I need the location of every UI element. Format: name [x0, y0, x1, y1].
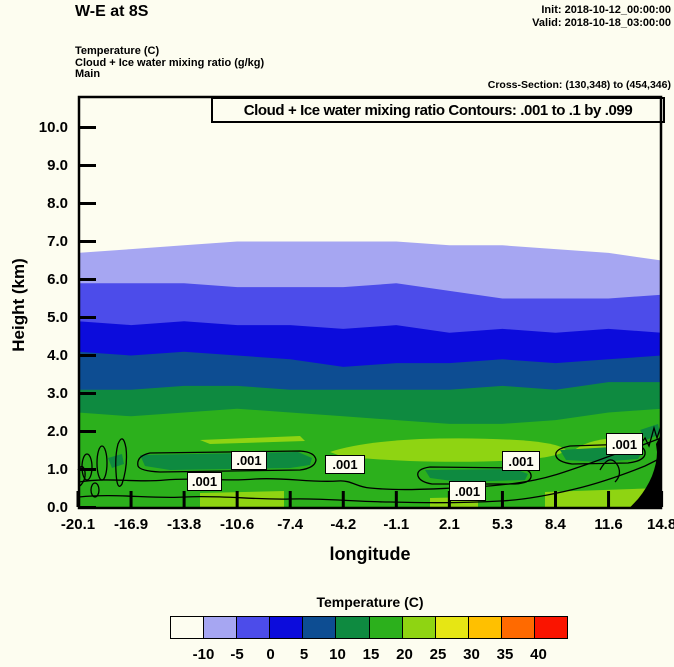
colorbar-tick-label: -5: [230, 646, 244, 663]
colorbar-tick-label: 10: [329, 646, 346, 663]
y-axis-title: Height (km): [9, 258, 28, 352]
cloud-contour-loop: [96, 445, 108, 481]
x-tick-label: -13.8: [166, 516, 202, 533]
x-tick-label: -10.6: [220, 516, 255, 533]
cool-patch: [425, 469, 528, 482]
page-title: W-E at 8S: [75, 3, 149, 20]
cool-patch: [140, 452, 312, 470]
colorbar-tick-label: 40: [530, 646, 547, 663]
cloud-contour-value-label: .001: [187, 472, 222, 491]
y-tick-label: 6.0: [47, 270, 68, 288]
colorbar-cell: [468, 617, 502, 638]
x-tick-label: -16.9: [113, 516, 149, 533]
colorbar-tick-label: 0: [266, 646, 275, 663]
cloud-contour-loop: [115, 438, 128, 487]
x-tick-label: 8.4: [545, 516, 566, 533]
warm-patch: [200, 436, 305, 444]
cloud-contour-value-label: .001: [606, 433, 643, 455]
warm-patch: [545, 488, 660, 507]
terrain-silhouette: [629, 432, 662, 509]
colorbar-cell: [336, 617, 370, 638]
cloud-contour-value-label: .001: [325, 455, 365, 474]
colorbar-cell: [237, 617, 271, 638]
colorbar: [170, 616, 569, 639]
y-tick-label: 5.0: [47, 308, 68, 326]
cloud-contour-value-label: .001: [231, 451, 267, 470]
cross-section-coords: Cross-Section: (130,348) to (454,346): [487, 79, 671, 91]
x-tick-label: -7.4: [277, 516, 304, 533]
x-axis-title: longitude: [329, 544, 411, 564]
colorbar-tick-label: 25: [429, 646, 447, 663]
field-line-domain: Main: [75, 68, 101, 80]
x-tick-label: -20.1: [60, 516, 96, 533]
colorbar-tick-label: 15: [362, 646, 380, 663]
warm-patch: [200, 491, 284, 507]
cloud-contour-line: [78, 437, 662, 491]
field-line-mixing-ratio: Cloud + Ice water mixing ratio (g/kg): [75, 56, 265, 69]
cloud-contour-line: [137, 450, 317, 473]
colorbar-tick-label: 35: [496, 646, 514, 663]
terrain-outline-spikes: [635, 425, 662, 451]
contour-title-box: Cloud + Ice water mixing ratio Contours:…: [211, 97, 665, 123]
y-tick-label: 10.0: [38, 118, 68, 136]
y-tick-label: 4.0: [47, 346, 68, 364]
cloud-contour-line: [77, 465, 86, 487]
y-tick-label: 1.0: [47, 460, 68, 478]
colorbar-cell: [171, 617, 205, 638]
colorbar-tick-label: 30: [463, 646, 480, 663]
colorbar-tick-label: -10: [192, 646, 215, 663]
cloud-contour-value-label: .001: [502, 451, 540, 471]
colorbar-cell: [303, 617, 337, 638]
cloud-contour-line: [417, 466, 532, 485]
x-tick-label: -4.2: [330, 516, 357, 533]
y-tick-label: 3.0: [47, 384, 68, 402]
valid-timestamp: Valid: 2018-10-18_03:00:00: [532, 17, 671, 29]
cloud-contour-line: [599, 459, 621, 483]
cloud-contour-line: [555, 443, 646, 465]
x-tick-label: 2.1: [438, 516, 460, 533]
colorbar-cell: [204, 617, 238, 638]
y-tick-label: 9.0: [47, 156, 68, 174]
field-line-temperature: Temperature (C): [75, 45, 160, 57]
colorbar-cell: [270, 617, 304, 638]
colorbar-cell: [435, 617, 469, 638]
init-timestamp: Init: 2018-10-12_00:00:00: [541, 4, 671, 16]
colorbar-cell: [369, 617, 403, 638]
colorbar-tick-label: 20: [396, 646, 413, 663]
y-tick-label: 2.0: [47, 422, 68, 440]
x-tick-label: 11.6: [594, 516, 623, 533]
colorbar-cell: [535, 617, 568, 638]
x-tick-label: -1.1: [383, 516, 410, 533]
y-tick-label: 7.0: [47, 232, 68, 250]
y-tick-label: 8.0: [47, 194, 68, 212]
axis-ticks: [76, 126, 664, 509]
colorbar-cell: [501, 617, 536, 638]
y-tick-label: 0.0: [47, 498, 68, 516]
cloud-contour-value-label: .001: [449, 481, 486, 501]
plotted-fields-list: Temperature (C) Cloud + Ice water mixing…: [75, 45, 265, 81]
cloud-contour-loop: [90, 482, 100, 498]
colorbar-title: Temperature (C): [316, 594, 424, 610]
colorbar-tick-label: 5: [299, 646, 309, 663]
x-tick-label: 14.8: [646, 516, 674, 533]
colorbar-cell: [402, 617, 436, 638]
cool-patch: [640, 424, 660, 440]
x-tick-label: 5.3: [491, 516, 513, 533]
